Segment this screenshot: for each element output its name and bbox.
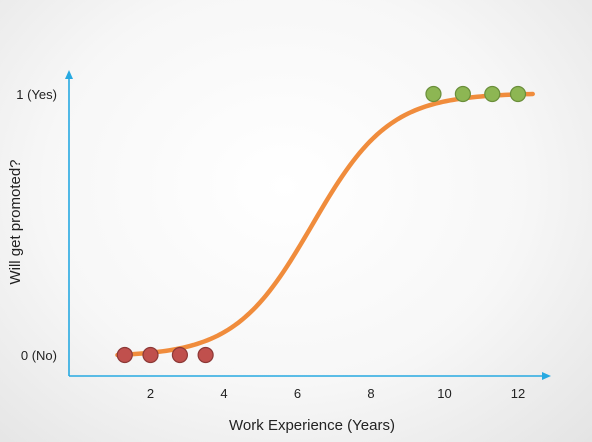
x-axis-arrow-icon: [542, 372, 551, 380]
curve-layer: [115, 91, 535, 358]
points-layer: [116, 85, 527, 364]
x-tick-label-10: 10: [437, 386, 451, 401]
x-tick-label-6: 6: [294, 386, 301, 401]
y-axis-arrow-icon: [65, 70, 73, 79]
point-no-4: [197, 346, 214, 364]
x-tick-label-4: 4: [220, 386, 227, 401]
point-no-3: [171, 346, 188, 364]
logistic-curve: [115, 91, 535, 358]
point-yes-2: [454, 85, 471, 103]
y-tick-label-1: 1 (Yes): [16, 87, 57, 102]
point-yes-1: [425, 85, 442, 103]
x-tick-label-8: 8: [367, 386, 374, 401]
point-no-1: [116, 346, 133, 364]
point-yes-4: [509, 85, 527, 103]
axes: [65, 70, 551, 380]
x-tick-label-2: 2: [147, 386, 154, 401]
x-axis-title: Work Experience (Years): [229, 417, 395, 434]
y-axis-title: Will get promoted?: [7, 159, 24, 284]
ticks-layer: 2 4 6 8 10 12 0 (No) 1 (Yes): [16, 87, 525, 401]
point-no-2: [142, 346, 159, 364]
x-tick-label-12: 12: [511, 386, 525, 401]
y-tick-label-0: 0 (No): [21, 348, 57, 363]
point-yes-3: [484, 85, 501, 103]
